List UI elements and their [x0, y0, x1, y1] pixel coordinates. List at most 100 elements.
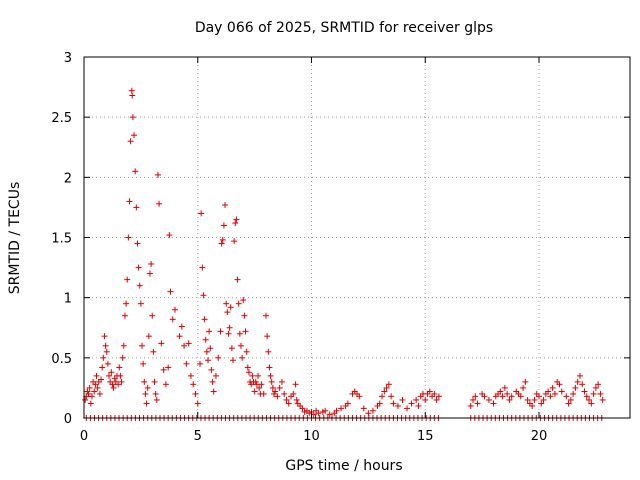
data-point [281, 390, 288, 397]
data-point [467, 402, 474, 409]
data-point [223, 300, 230, 307]
data-point [123, 300, 130, 307]
data-point [149, 312, 156, 319]
data-point [474, 400, 481, 407]
data-point [220, 222, 227, 229]
data-point [435, 393, 442, 400]
data-point [219, 236, 226, 243]
data-point [197, 360, 204, 367]
data-point [524, 396, 531, 403]
data-point [129, 114, 136, 121]
data-point [134, 240, 141, 247]
data-point [148, 260, 155, 267]
data-point [581, 388, 588, 395]
data-point [556, 381, 563, 388]
data-point [558, 388, 565, 395]
data-point [228, 345, 235, 352]
data-point [485, 396, 492, 403]
data-point [222, 202, 229, 209]
data-point [135, 264, 142, 271]
data-point [142, 390, 149, 397]
data-point [154, 171, 161, 178]
data-point [231, 238, 238, 245]
data-point [547, 393, 554, 400]
data-point [88, 393, 95, 400]
x-tick-label: 10 [303, 429, 320, 444]
data-point [388, 393, 395, 400]
data-point [344, 400, 351, 407]
data-point [570, 390, 577, 397]
data-point [227, 304, 234, 311]
data-point [549, 384, 556, 391]
data-point [235, 300, 242, 307]
data-point [586, 396, 593, 403]
data-point [125, 234, 132, 241]
data-point [144, 384, 151, 391]
data-point [490, 400, 497, 407]
y-tick-label: 1 [64, 292, 72, 307]
data-point [236, 330, 243, 337]
data-point [121, 312, 128, 319]
data-point [241, 312, 248, 319]
data-point [599, 396, 606, 403]
data-point [470, 396, 477, 403]
data-point [204, 357, 211, 364]
data-point [592, 384, 599, 391]
data-point [529, 402, 536, 409]
y-tick-label: 2.5 [51, 111, 72, 126]
data-point [119, 354, 126, 361]
data-point [199, 264, 206, 271]
data-point [595, 381, 602, 388]
y-tick-label: 3 [64, 51, 72, 66]
data-point [385, 381, 392, 388]
data-point [588, 400, 595, 407]
data-point [98, 376, 105, 383]
data-point [91, 388, 98, 395]
axis-ticks: 0 5 10 15 20 0 0.5 1 1.5 2 2.5 3 [51, 51, 630, 444]
data-point [212, 372, 219, 379]
data-point [481, 393, 488, 400]
data-point [292, 381, 299, 388]
data-point [152, 390, 159, 397]
data-point [255, 372, 262, 379]
data-point [160, 366, 167, 373]
data-point [290, 390, 297, 397]
data-point [120, 342, 127, 349]
data-point [265, 348, 272, 355]
data-point [224, 309, 231, 316]
data-point [162, 381, 169, 388]
data-point [499, 393, 506, 400]
data-point [178, 323, 185, 330]
data-point [413, 396, 420, 403]
data-point [256, 384, 263, 391]
data-point [117, 372, 124, 379]
data-point [82, 396, 89, 403]
y-tick-label: 0 [64, 412, 72, 427]
data-point [201, 316, 208, 323]
data-point [251, 388, 258, 395]
y-tick-label: 0.5 [51, 352, 72, 367]
data-point [118, 378, 125, 385]
data-point [133, 204, 140, 211]
y-tick-label: 2 [64, 171, 72, 186]
data-point [131, 132, 138, 139]
data-point [124, 276, 131, 283]
data-point [243, 348, 250, 355]
data-point [394, 402, 401, 409]
data-point [156, 200, 163, 207]
data-point [263, 312, 269, 319]
data-point [208, 366, 215, 373]
data-point [520, 384, 527, 391]
data-point [166, 232, 173, 239]
data-point [268, 378, 275, 385]
data-point [333, 407, 340, 414]
data-point [365, 410, 372, 417]
data-point [379, 393, 386, 400]
data-point [540, 396, 547, 403]
data-point [506, 396, 513, 403]
data-point [283, 396, 290, 403]
data-point [200, 292, 207, 299]
data-point [150, 348, 157, 355]
data-point [190, 381, 197, 388]
data-point [172, 306, 178, 313]
